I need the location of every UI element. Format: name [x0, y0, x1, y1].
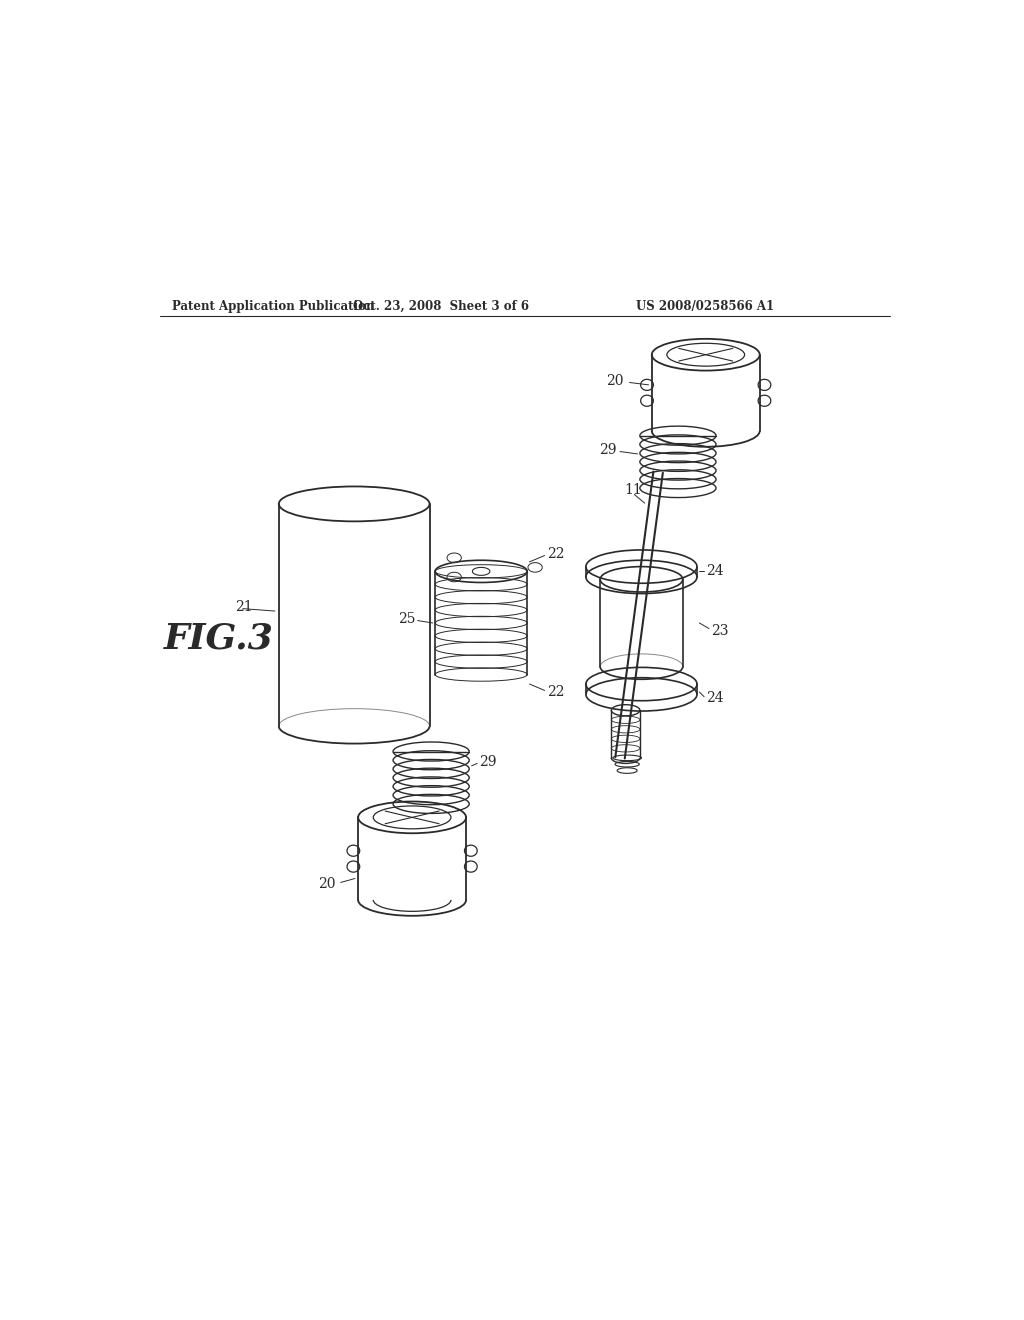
Text: 22: 22 [547, 685, 564, 700]
Text: Patent Application Publication: Patent Application Publication [172, 300, 374, 313]
Text: 23: 23 [712, 624, 729, 638]
Text: 20: 20 [318, 876, 336, 891]
Text: 22: 22 [547, 546, 564, 561]
Text: 20: 20 [606, 374, 624, 388]
Text: 24: 24 [707, 692, 724, 705]
Text: FIG.3: FIG.3 [164, 622, 274, 656]
Text: US 2008/0258566 A1: US 2008/0258566 A1 [636, 300, 774, 313]
Text: 21: 21 [236, 601, 253, 614]
Text: 25: 25 [397, 612, 416, 626]
Text: Oct. 23, 2008  Sheet 3 of 6: Oct. 23, 2008 Sheet 3 of 6 [353, 300, 529, 313]
Text: 29: 29 [479, 755, 497, 768]
Text: 24: 24 [707, 565, 724, 578]
Text: 29: 29 [599, 444, 616, 457]
Text: 11: 11 [624, 483, 642, 498]
